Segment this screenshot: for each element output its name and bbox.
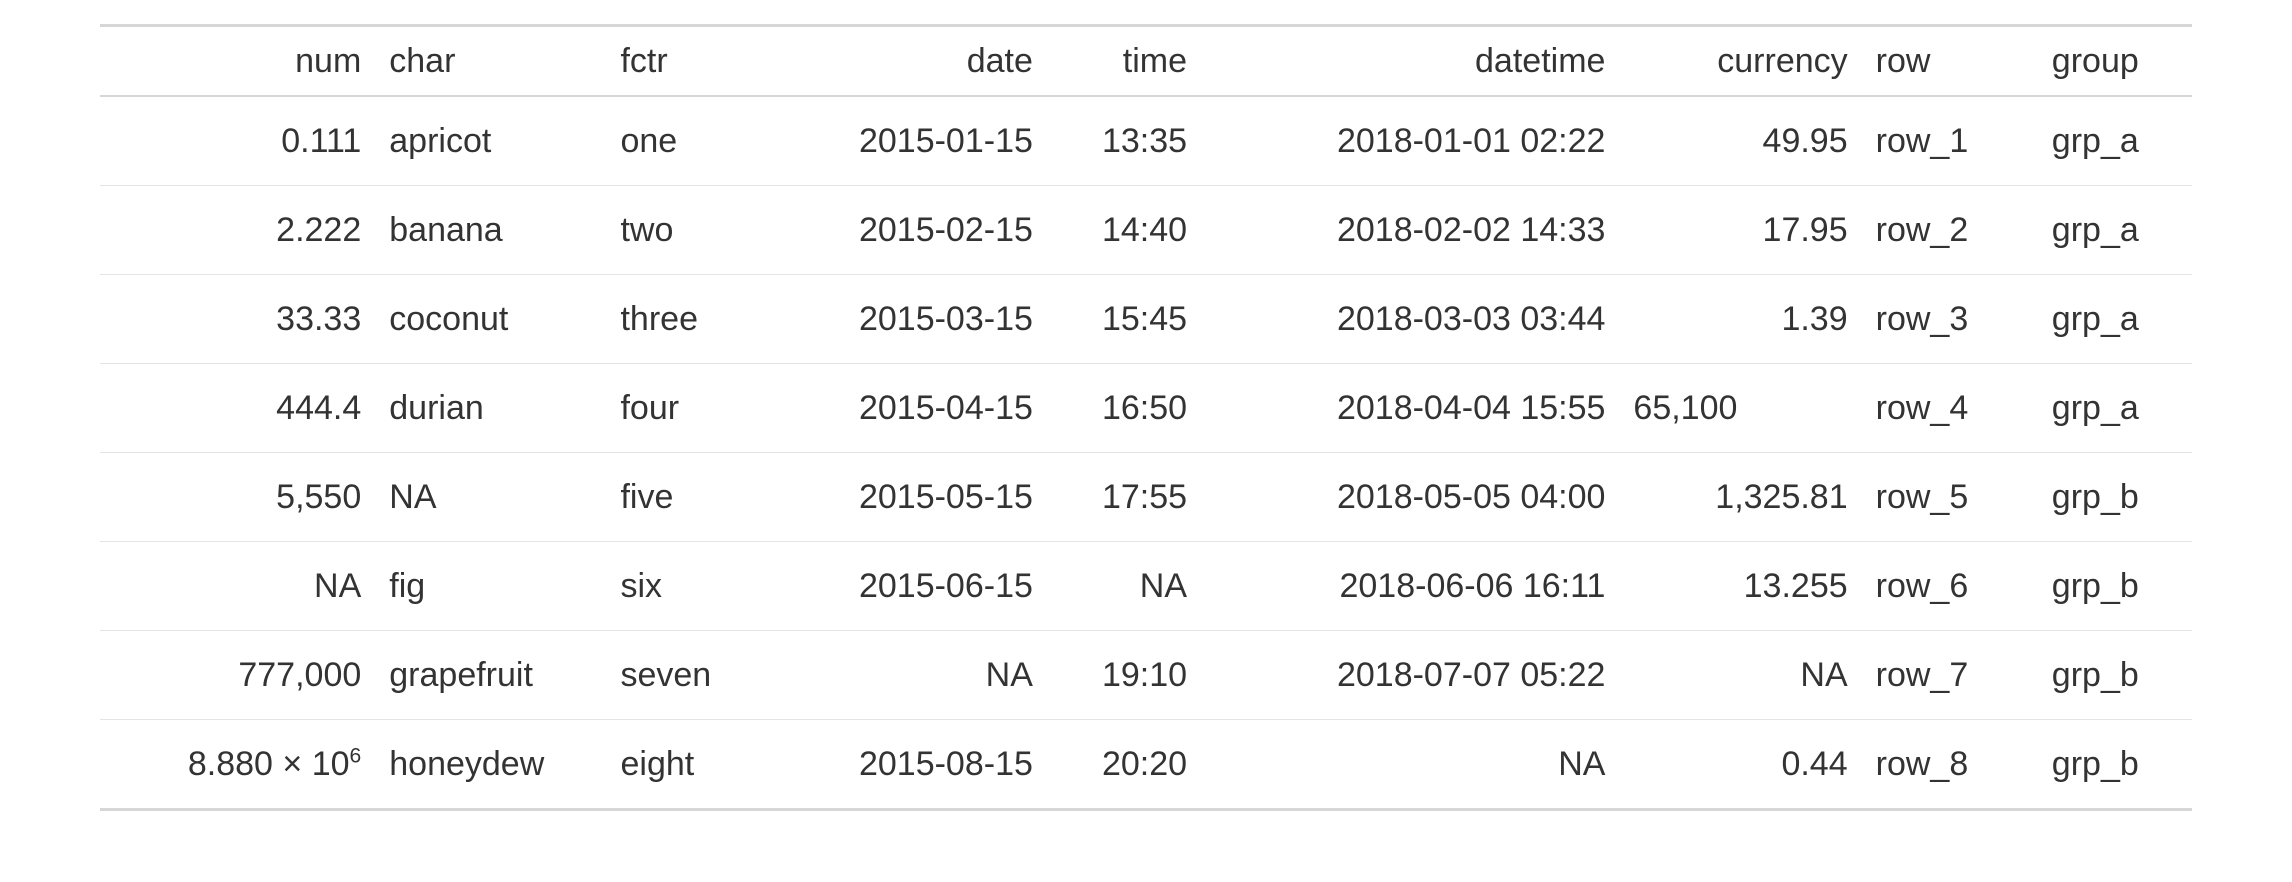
cell-date: 2015-06-15	[772, 542, 1047, 631]
cell-time: 13:35	[1047, 96, 1201, 186]
cell-time: 17:55	[1047, 453, 1201, 542]
table-row: 8.880 × 106honeydeweight2015-08-1520:20N…	[100, 720, 2192, 810]
cell-num: 8.880 × 106	[100, 720, 375, 810]
data-table: numcharfctrdatetimedatetimecurrencyrowgr…	[100, 24, 2192, 811]
cell-char: grapefruit	[375, 631, 606, 720]
cell-fctr: one	[606, 96, 771, 186]
cell-fctr: six	[606, 542, 771, 631]
col-header-time: time	[1047, 26, 1201, 97]
cell-char: NA	[375, 453, 606, 542]
cell-date: 2015-03-15	[772, 275, 1047, 364]
col-header-num: num	[100, 26, 375, 97]
cell-num: 777,000	[100, 631, 375, 720]
col-header-fctr: fctr	[606, 26, 771, 97]
cell-num: 0.111	[100, 96, 375, 186]
cell-currency: 0.44	[1619, 720, 1861, 810]
cell-currency: 49.95	[1619, 96, 1861, 186]
col-header-currency: currency	[1619, 26, 1861, 97]
cell-fctr: eight	[606, 720, 771, 810]
cell-char: apricot	[375, 96, 606, 186]
cell-num: 444.4	[100, 364, 375, 453]
table-row: 5,550NAfive2015-05-1517:552018-05-05 04:…	[100, 453, 2192, 542]
cell-char: fig	[375, 542, 606, 631]
cell-char: honeydew	[375, 720, 606, 810]
cell-date: 2015-08-15	[772, 720, 1047, 810]
cell-datetime: 2018-04-04 15:55	[1201, 364, 1619, 453]
cell-time: 16:50	[1047, 364, 1201, 453]
cell-row: row_3	[1862, 275, 2038, 364]
table-row: NAfigsix2015-06-15NA2018-06-06 16:1113.2…	[100, 542, 2192, 631]
cell-group: grp_b	[2038, 720, 2192, 810]
cell-row: row_7	[1862, 631, 2038, 720]
cell-fctr: four	[606, 364, 771, 453]
table-header-row: numcharfctrdatetimedatetimecurrencyrowgr…	[100, 26, 2192, 97]
cell-row: row_5	[1862, 453, 2038, 542]
cell-row: row_1	[1862, 96, 2038, 186]
cell-datetime: 2018-05-05 04:00	[1201, 453, 1619, 542]
cell-date: 2015-02-15	[772, 186, 1047, 275]
table-row: 33.33coconutthree2015-03-1515:452018-03-…	[100, 275, 2192, 364]
cell-char: durian	[375, 364, 606, 453]
cell-group: grp_b	[2038, 542, 2192, 631]
cell-group: grp_a	[2038, 364, 2192, 453]
cell-datetime: 2018-03-03 03:44	[1201, 275, 1619, 364]
cell-time: 20:20	[1047, 720, 1201, 810]
col-header-group: group	[2038, 26, 2192, 97]
cell-group: grp_a	[2038, 186, 2192, 275]
cell-date: 2015-05-15	[772, 453, 1047, 542]
cell-datetime: 2018-01-01 02:22	[1201, 96, 1619, 186]
cell-currency: NA	[1619, 631, 1861, 720]
col-header-row: row	[1862, 26, 2038, 97]
table-row: 777,000grapefruitsevenNA19:102018-07-07 …	[100, 631, 2192, 720]
cell-num: 33.33	[100, 275, 375, 364]
table-row: 0.111apricotone2015-01-1513:352018-01-01…	[100, 96, 2192, 186]
cell-group: grp_b	[2038, 631, 2192, 720]
col-header-datetime: datetime	[1201, 26, 1619, 97]
cell-row: row_2	[1862, 186, 2038, 275]
cell-group: grp_a	[2038, 96, 2192, 186]
cell-date: 2015-04-15	[772, 364, 1047, 453]
cell-num: NA	[100, 542, 375, 631]
cell-currency: 1.39	[1619, 275, 1861, 364]
cell-fctr: seven	[606, 631, 771, 720]
cell-datetime: NA	[1201, 720, 1619, 810]
table-header: numcharfctrdatetimedatetimecurrencyrowgr…	[100, 26, 2192, 97]
cell-group: grp_b	[2038, 453, 2192, 542]
cell-currency: 65,100	[1619, 364, 1861, 453]
cell-fctr: three	[606, 275, 771, 364]
cell-datetime: 2018-02-02 14:33	[1201, 186, 1619, 275]
cell-num: 5,550	[100, 453, 375, 542]
cell-num: 2.222	[100, 186, 375, 275]
table-body: 0.111apricotone2015-01-1513:352018-01-01…	[100, 96, 2192, 810]
cell-date: NA	[772, 631, 1047, 720]
cell-char: banana	[375, 186, 606, 275]
cell-datetime: 2018-07-07 05:22	[1201, 631, 1619, 720]
cell-group: grp_a	[2038, 275, 2192, 364]
cell-time: 14:40	[1047, 186, 1201, 275]
cell-time: NA	[1047, 542, 1201, 631]
cell-date: 2015-01-15	[772, 96, 1047, 186]
cell-fctr: two	[606, 186, 771, 275]
cell-row: row_6	[1862, 542, 2038, 631]
cell-row: row_8	[1862, 720, 2038, 810]
col-header-char: char	[375, 26, 606, 97]
cell-currency: 13.255	[1619, 542, 1861, 631]
cell-currency: 1,325.81	[1619, 453, 1861, 542]
cell-datetime: 2018-06-06 16:11	[1201, 542, 1619, 631]
cell-time: 19:10	[1047, 631, 1201, 720]
cell-currency: 17.95	[1619, 186, 1861, 275]
col-header-date: date	[772, 26, 1047, 97]
cell-row: row_4	[1862, 364, 2038, 453]
cell-char: coconut	[375, 275, 606, 364]
table-row: 444.4durianfour2015-04-1516:502018-04-04…	[100, 364, 2192, 453]
cell-time: 15:45	[1047, 275, 1201, 364]
table-row: 2.222bananatwo2015-02-1514:402018-02-02 …	[100, 186, 2192, 275]
cell-fctr: five	[606, 453, 771, 542]
